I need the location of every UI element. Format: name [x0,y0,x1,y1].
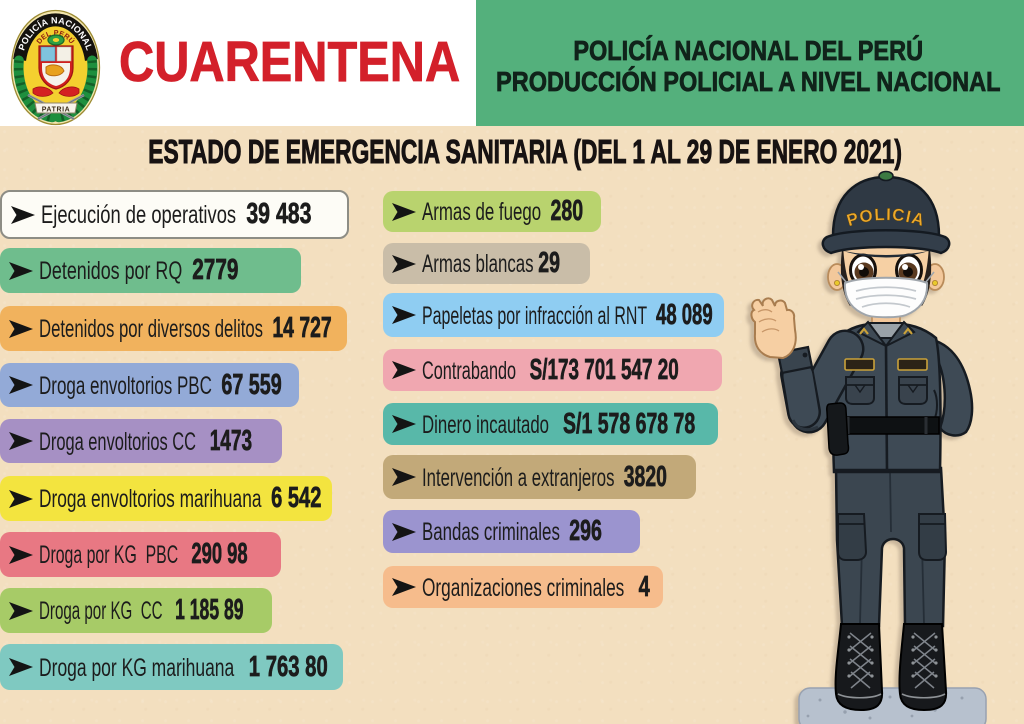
svg-text:PATRIA: PATRIA [42,107,71,114]
